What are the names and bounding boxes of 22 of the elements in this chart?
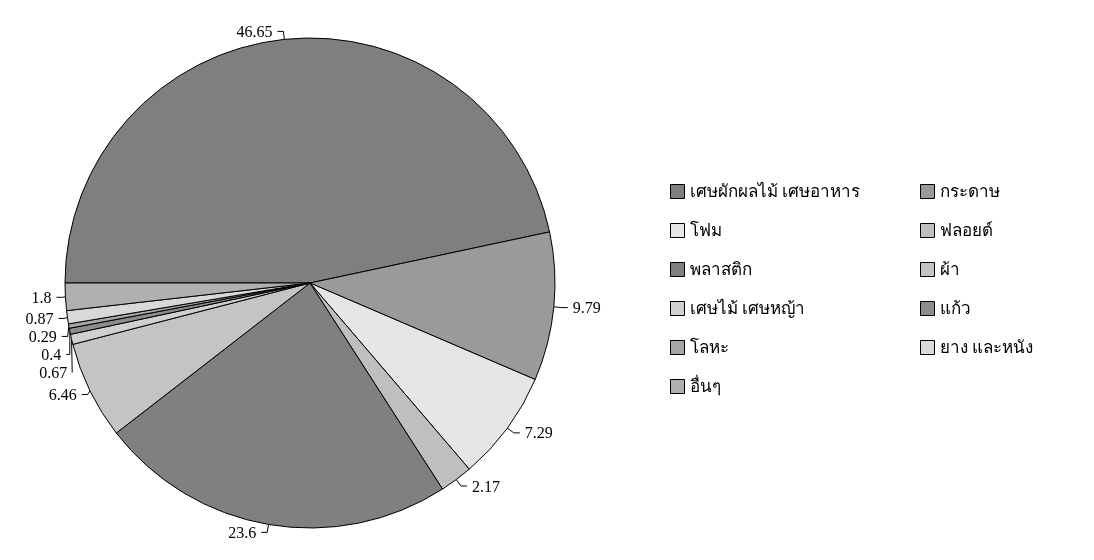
data-label: 9.79 xyxy=(572,299,601,317)
legend-label: โฟม xyxy=(689,220,722,240)
legend-label: ผ้า xyxy=(939,260,960,279)
data-label: 2.17 xyxy=(472,477,500,495)
data-label: 0.87 xyxy=(25,309,54,327)
data-label: 7.29 xyxy=(524,424,553,442)
data-label: 0.67 xyxy=(39,363,68,381)
legend-label: เศษไม้ เศษหญ้า xyxy=(689,298,805,318)
legend-label: ยาง และหนัง xyxy=(939,338,1033,357)
data-label: 6.46 xyxy=(48,385,77,403)
legend-label: พลาสติก xyxy=(689,260,752,279)
legend-label: กระดาษ xyxy=(939,182,1000,201)
legend-label: แก้ว xyxy=(939,299,971,318)
legend-label: โลหะ xyxy=(689,337,729,357)
data-label: 0.29 xyxy=(28,327,57,345)
data-label: 23.6 xyxy=(228,523,257,541)
legend-label: อื่นๆ xyxy=(689,374,721,396)
data-label: 0.4 xyxy=(41,345,62,363)
legend-label: เศษผักผลไม้ เศษอาหาร xyxy=(689,181,860,201)
data-label: 46.65 xyxy=(236,22,273,40)
legend-label: ฟลอยด์ xyxy=(939,221,993,240)
data-label: 1.8 xyxy=(31,288,52,306)
